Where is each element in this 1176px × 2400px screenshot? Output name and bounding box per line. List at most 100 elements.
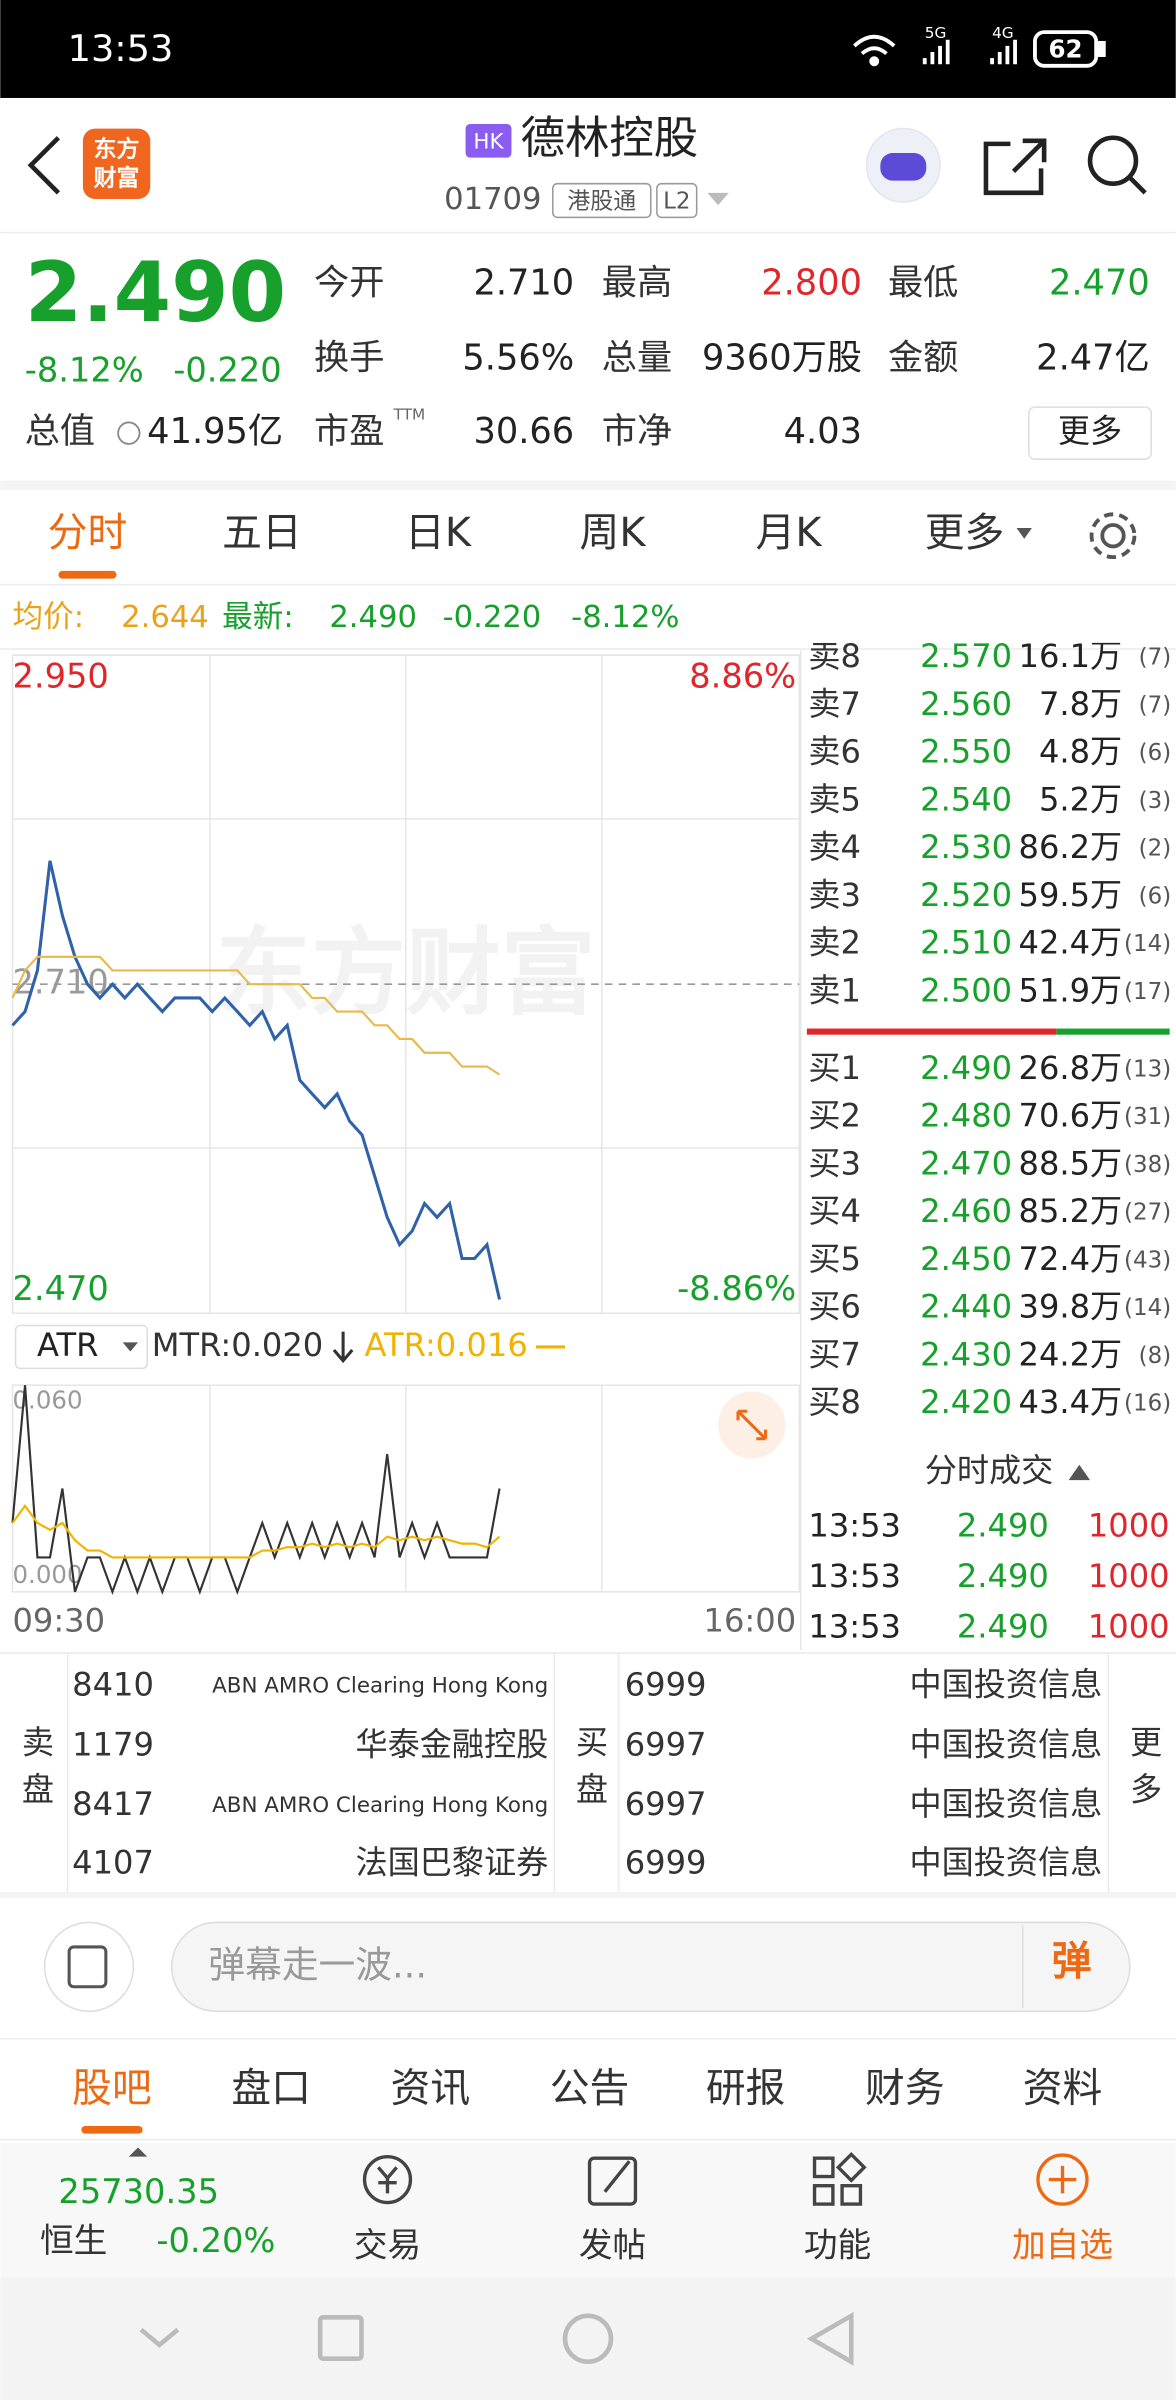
legend-arrow	[332, 1331, 354, 1364]
tab[interactable]: 日K	[405, 510, 472, 556]
nav-buttons[interactable]	[139, 2311, 854, 2366]
field-label: 最高	[602, 263, 672, 304]
book-volume: 7.8万	[1039, 685, 1122, 723]
logo-text: 财富	[94, 165, 140, 192]
bottom-tab[interactable]: 资料	[1023, 2065, 1103, 2111]
broker-code: 8410	[72, 1666, 154, 1704]
expand-icon	[128, 2147, 148, 2157]
status-bar	[0, 0, 1176, 98]
settings-button[interactable]	[1089, 512, 1137, 560]
bottom-tab[interactable]: 公告	[550, 2065, 630, 2111]
trade-time: 13:53	[808, 1608, 901, 1646]
x-tick-label: 09:30	[12, 1601, 105, 1639]
book-level: 买8	[808, 1383, 861, 1421]
tab[interactable]: 更多	[925, 510, 1005, 556]
status-time: 13:53	[68, 27, 174, 70]
comment-input[interactable]	[170, 1921, 1131, 2012]
trades-title[interactable]: 分时成交	[925, 1451, 1053, 1489]
tab[interactable]: 月K	[756, 510, 823, 556]
stock-code: 01709	[444, 182, 541, 217]
book-volume: 39.8万	[1019, 1288, 1123, 1326]
book-price: 2.500	[920, 971, 1012, 1009]
more-button[interactable]	[1028, 406, 1153, 460]
y-tick-label: 2.470	[12, 1269, 108, 1308]
tab[interactable]: 周K	[580, 510, 647, 556]
book-level: 卖7	[808, 685, 861, 723]
book-volume: 86.2万	[1019, 828, 1123, 866]
bottom-tab[interactable]: 资讯	[391, 2065, 471, 2111]
book-volume: 85.2万	[1019, 1192, 1123, 1230]
tab-indicator	[81, 2126, 143, 2134]
book-level: 买4	[808, 1192, 861, 1230]
trade-price: 2.490	[957, 1557, 1049, 1595]
book-price: 2.550	[920, 733, 1012, 771]
toolbar-button[interactable]: 加自选	[1012, 2225, 1113, 2264]
book-volume: 4.8万	[1039, 733, 1122, 771]
indicator-name[interactable]: ATR	[37, 1326, 98, 1364]
legend-entry: ATR:0.016	[365, 1326, 528, 1364]
book-level: 买6	[808, 1288, 861, 1326]
toolbar-button[interactable]: 交易	[354, 2225, 421, 2264]
book-price: 2.450	[920, 1240, 1012, 1278]
battery: 62	[1049, 35, 1083, 64]
tab[interactable]: 五日	[222, 510, 302, 556]
comment-settings[interactable]	[43, 1921, 135, 2012]
tab[interactable]: 分时	[48, 510, 128, 556]
book-volume: 26.8万	[1019, 1049, 1123, 1087]
book-volume: 88.5万	[1019, 1144, 1123, 1182]
toolbar-button[interactable]: 功能	[804, 2225, 871, 2264]
book-count: (2)	[1139, 836, 1172, 862]
book-count: (14)	[1124, 931, 1171, 957]
field-label: 总量	[602, 338, 672, 379]
trade-volume: 1000	[1088, 1507, 1170, 1545]
change-pct: -8.12%	[571, 600, 679, 635]
book-level: 买2	[808, 1097, 861, 1135]
share-button[interactable]	[983, 138, 1047, 196]
book-level: 卖6	[808, 733, 861, 771]
book-count: (43)	[1124, 1247, 1171, 1273]
more-button-text[interactable]: 更多	[1058, 412, 1122, 450]
field-value: 2.47亿	[1036, 338, 1150, 379]
book-count: (38)	[1124, 1152, 1171, 1178]
logo	[82, 128, 151, 199]
broker-code: 6997	[625, 1725, 707, 1763]
change-pct: -8.12%	[25, 350, 144, 389]
field-label: 市盈	[314, 411, 384, 452]
danmaku-button[interactable]: 弹	[1052, 1938, 1092, 1984]
comment-placeholder[interactable]: 弹幕走一波...	[208, 1943, 427, 1986]
book-level: 卖1	[808, 971, 861, 1009]
comment-icon	[67, 1945, 108, 1989]
book-count: (13)	[1124, 1056, 1171, 1082]
tag-box	[552, 182, 652, 219]
search-button[interactable]	[1087, 135, 1139, 186]
y2-tick-label: -8.86%	[677, 1269, 796, 1308]
trade-price: 2.490	[957, 1608, 1049, 1646]
bottom-tab[interactable]: 股吧	[72, 2065, 152, 2111]
book-count: (8)	[1139, 1343, 1172, 1369]
book-level: 卖2	[808, 924, 861, 962]
index-value[interactable]: 25730.35	[58, 2172, 219, 2211]
y-tick-label: 2.950	[12, 657, 108, 696]
dropdown-icon	[1016, 528, 1032, 539]
side-label: 买盘	[571, 1725, 609, 1820]
legend-entry: MTR:0.020	[152, 1326, 323, 1364]
book-level: 买3	[808, 1144, 861, 1182]
back-button[interactable]	[27, 136, 61, 195]
indicator-select[interactable]	[14, 1324, 148, 1370]
broker-name: 中国投资信息	[910, 1785, 1103, 1823]
network: 4G	[992, 24, 1014, 42]
stock-name: 德林控股	[521, 113, 699, 164]
bottom-tab[interactable]: 财务	[865, 2065, 945, 2111]
y2-tick-label: 8.86%	[689, 657, 796, 696]
series-line	[11, 955, 501, 1076]
toolbar-button[interactable]: 发帖	[579, 2225, 646, 2264]
watermark: 东方财富	[216, 918, 596, 1028]
ask-bar	[806, 1028, 1057, 1035]
broker-name: ABN AMRO Clearing Hong Kong	[212, 1674, 548, 1699]
bottom-tab[interactable]: 盘口	[231, 2065, 311, 2111]
more-button[interactable]: 更多	[1125, 1725, 1163, 1820]
bottom-tab[interactable]: 研报	[706, 2065, 786, 2111]
book-price: 2.460	[920, 1192, 1012, 1230]
book-volume: 5.2万	[1039, 780, 1122, 818]
market-badge	[465, 123, 512, 158]
